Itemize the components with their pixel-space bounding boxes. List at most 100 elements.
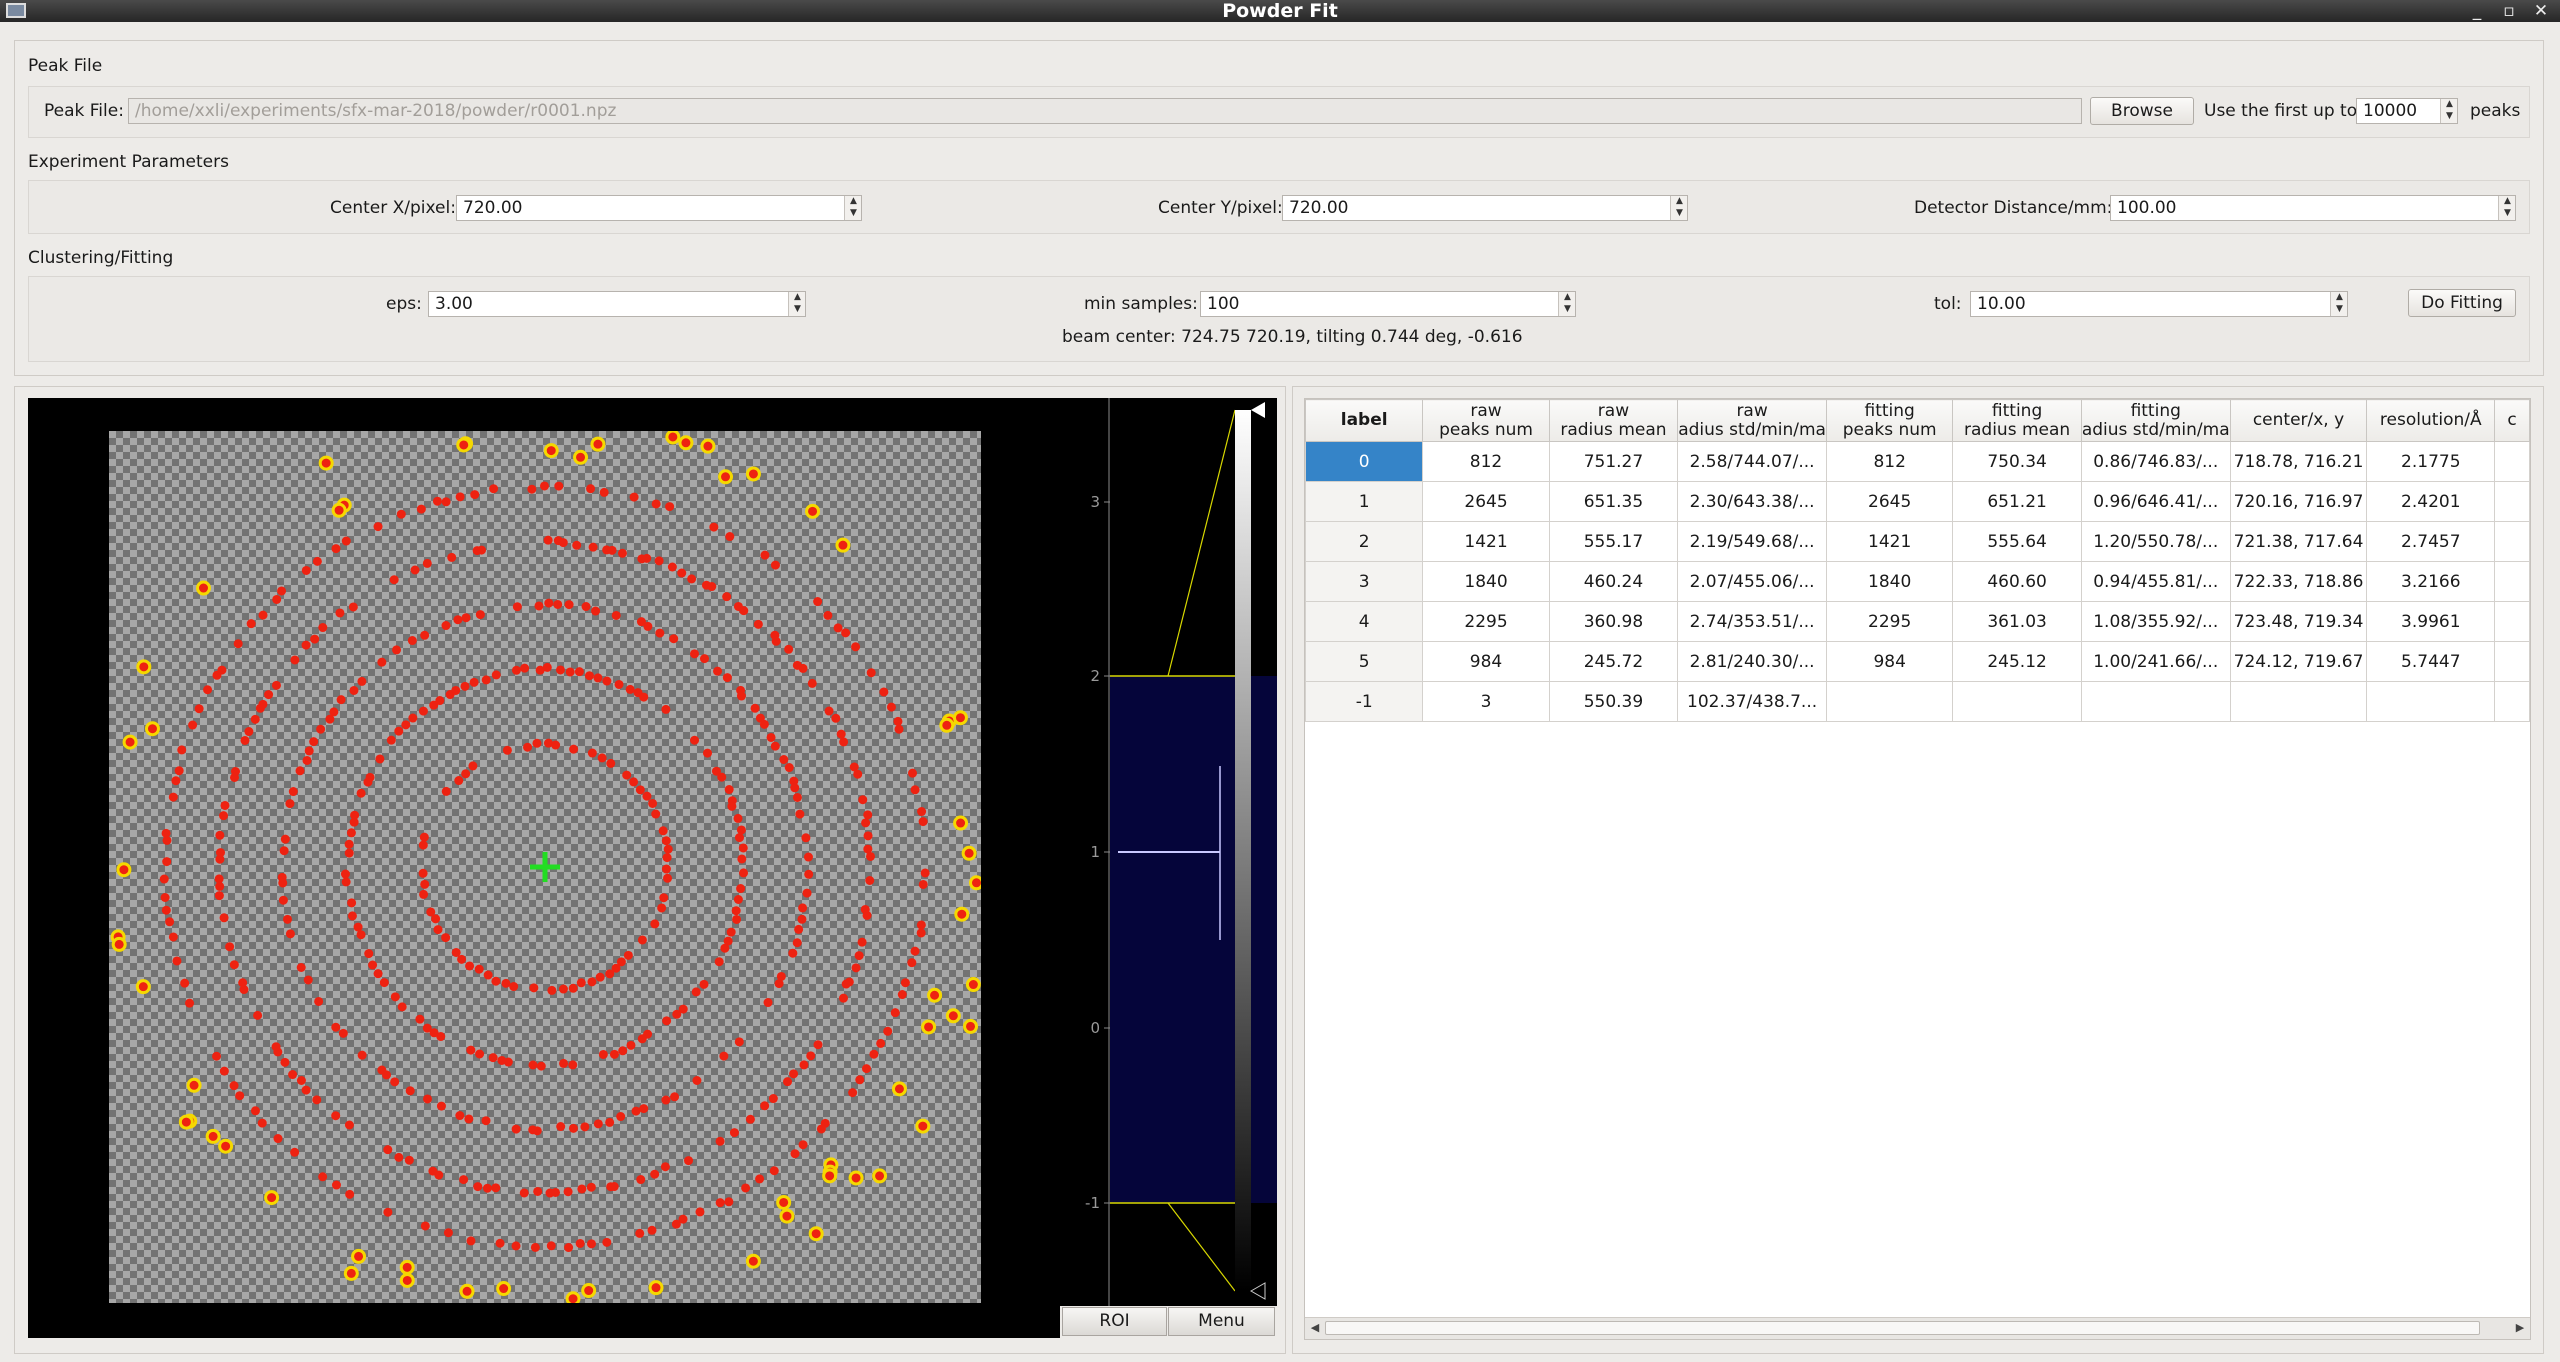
table-cell[interactable]: 721.38, 717.64	[2229, 521, 2368, 562]
table-cell[interactable]	[2494, 641, 2530, 682]
table-cell[interactable]: 2645	[1825, 481, 1954, 522]
table-cell[interactable]: 812	[1422, 441, 1550, 482]
horizontal-scrollbar[interactable]: ◀ ▶	[1305, 1317, 2530, 1339]
tol-spinner[interactable]: ▲ ▼	[2330, 292, 2347, 316]
table-cell[interactable]: 460.24	[1548, 561, 1679, 602]
max-peaks-spinner[interactable]: ▲ ▼	[2440, 99, 2457, 123]
column-header[interactable]: resolution/Å	[2366, 399, 2496, 442]
spin-up-icon[interactable]: ▲	[2336, 292, 2343, 302]
table-cell[interactable]: 2645	[1422, 481, 1550, 522]
table-cell[interactable]: 2.7457	[2366, 521, 2496, 562]
table-cell[interactable]: 2295	[1825, 601, 1954, 642]
table-cell[interactable]: 2.19/549.68/...	[1677, 521, 1827, 562]
spin-down-icon[interactable]: ▼	[794, 304, 801, 314]
table-cell[interactable]: 550.39	[1548, 681, 1679, 722]
table-cell[interactable]: 245.12	[1952, 641, 2082, 682]
table-cell[interactable]: 2.81/240.30/...	[1677, 641, 1827, 682]
table-cell[interactable]: 3.9961	[2366, 601, 2496, 642]
table-row[interactable]: 0 812 751.27 2.58/744.07/... 812 750.34 0.86/7…	[1305, 441, 2530, 482]
row-label-cell[interactable]: 1	[1305, 481, 1424, 522]
center-x-spinner[interactable]: ▲ ▼	[844, 196, 861, 220]
table-row[interactable]: 3 1840 460.24 2.07/455.06/... 1840 460.60 0.94…	[1305, 561, 2530, 602]
distance-spinner[interactable]: ▲ ▼	[2498, 196, 2515, 220]
table-cell[interactable]	[1825, 681, 1954, 722]
table-cell[interactable]: 812	[1825, 441, 1954, 482]
table-row[interactable]: 2 1421 555.17 2.19/549.68/... 1421 555.64 1.20…	[1305, 521, 2530, 562]
spin-up-icon[interactable]: ▲	[1676, 196, 1683, 206]
column-header[interactable]: fitting peaks num	[1825, 399, 1954, 442]
center-y-spinbox[interactable]: 720.00 ▲ ▼	[1282, 195, 1688, 221]
table-cell[interactable]: 718.78, 716.21	[2229, 441, 2368, 482]
table-cell[interactable]	[2229, 681, 2368, 722]
table-cell[interactable]: 0.94/455.81/...	[2080, 561, 2231, 602]
table-cell[interactable]: 360.98	[1548, 601, 1679, 642]
table-cell[interactable]: 1.08/355.92/...	[2080, 601, 2231, 642]
table-cell[interactable]: 723.48, 719.34	[2229, 601, 2368, 642]
table-cell[interactable]	[2494, 601, 2530, 642]
row-label-cell[interactable]: 2	[1305, 521, 1424, 562]
table-cell[interactable]: 555.64	[1952, 521, 2082, 562]
center-x-spinbox[interactable]: 720.00 ▲ ▼	[456, 195, 862, 221]
table-cell[interactable]: 102.37/438.7...	[1677, 681, 1827, 722]
spin-down-icon[interactable]: ▼	[2446, 111, 2453, 121]
table-cell[interactable]: 460.60	[1952, 561, 2082, 602]
spin-up-icon[interactable]: ▲	[1564, 292, 1571, 302]
table-cell[interactable]: 1.00/241.66/...	[2080, 641, 2231, 682]
table-cell[interactable]: 984	[1422, 641, 1550, 682]
table-cell[interactable]: 0.86/746.83/...	[2080, 441, 2231, 482]
column-header[interactable]: fitting adius std/min/ma	[2080, 399, 2231, 442]
table-cell[interactable]: 3	[1422, 681, 1550, 722]
table-cell[interactable]: 555.17	[1548, 521, 1679, 562]
gradient-top-handle-icon[interactable]	[1251, 402, 1265, 418]
min-samples-spinbox[interactable]: 100 ▲ ▼	[1200, 291, 1576, 317]
table-cell[interactable]	[2366, 681, 2496, 722]
row-label-cell[interactable]: 4	[1305, 601, 1424, 642]
table-cell[interactable]: 724.12, 719.67	[2229, 641, 2368, 682]
histogram-lut[interactable]: 3 2 1 0 -1	[1060, 398, 1277, 1306]
table-cell[interactable]: 1421	[1422, 521, 1550, 562]
table-cell[interactable]: 2.74/353.51/...	[1677, 601, 1827, 642]
table-cell[interactable]: 2.58/744.07/...	[1677, 441, 1827, 482]
table-row[interactable]: 4 2295 360.98 2.74/353.51/... 2295 361.03 1.08…	[1305, 601, 2530, 642]
scroll-left-icon[interactable]: ◀	[1310, 1321, 1320, 1334]
spin-down-icon[interactable]: ▼	[850, 208, 857, 218]
gradient-bar[interactable]	[1235, 410, 1251, 1291]
table-cell[interactable]: 361.03	[1952, 601, 2082, 642]
row-label-cell[interactable]: 5	[1305, 641, 1424, 682]
minimize-button[interactable]: _	[2472, 1, 2482, 21]
table-row[interactable]: 1 2645 651.35 2.30/643.38/... 2645 651.21 0.96…	[1305, 481, 2530, 522]
table-cell[interactable]: 3.2166	[2366, 561, 2496, 602]
spin-up-icon[interactable]: ▲	[794, 292, 801, 302]
do-fitting-button[interactable]: Do Fitting	[2408, 289, 2516, 317]
table-row[interactable]: -1 3 550.39 102.37/438.7...	[1305, 681, 2530, 722]
table-cell[interactable]	[2494, 441, 2530, 482]
table-cell[interactable]: 984	[1825, 641, 1954, 682]
table-cell[interactable]: 750.34	[1952, 441, 2082, 482]
table-cell[interactable]: 2295	[1422, 601, 1550, 642]
center-y-spinner[interactable]: ▲ ▼	[1670, 196, 1687, 220]
column-header[interactable]: center/x, y	[2229, 399, 2368, 442]
image-view[interactable]	[28, 398, 1060, 1338]
peak-file-path-field[interactable]: /home/xxli/experiments/sfx-mar-2018/powd…	[128, 98, 2082, 124]
row-label-cell[interactable]: 0	[1305, 441, 1424, 482]
detector-image[interactable]	[109, 431, 981, 1303]
table-row[interactable]: 5 984 245.72 2.81/240.30/... 984 245.12 1.00/2…	[1305, 641, 2530, 682]
table-cell[interactable]: 651.21	[1952, 481, 2082, 522]
table-cell[interactable]: 245.72	[1548, 641, 1679, 682]
column-header[interactable]: label	[1305, 399, 1424, 442]
distance-spinbox[interactable]: 100.00 ▲ ▼	[2110, 195, 2516, 221]
menu-button[interactable]: Menu	[1168, 1307, 1275, 1336]
scrollbar-thumb[interactable]	[1325, 1321, 2480, 1335]
table-cell[interactable]: 651.35	[1548, 481, 1679, 522]
spin-down-icon[interactable]: ▼	[2336, 304, 2343, 314]
spin-down-icon[interactable]: ▼	[2504, 208, 2511, 218]
browse-button[interactable]: Browse	[2090, 97, 2194, 125]
results-table-view[interactable]: label raw peaks num raw radius mean raw adius …	[1304, 398, 2531, 1340]
table-cell[interactable]: 0.96/646.41/...	[2080, 481, 2231, 522]
table-cell[interactable]	[2494, 681, 2530, 722]
table-cell[interactable]	[2494, 561, 2530, 602]
table-cell[interactable]: 2.30/643.38/...	[1677, 481, 1827, 522]
max-peaks-spinbox[interactable]: 10000 ▲ ▼	[2356, 98, 2458, 124]
table-cell[interactable]: 2.4201	[2366, 481, 2496, 522]
eps-spinbox[interactable]: 3.00 ▲ ▼	[428, 291, 806, 317]
